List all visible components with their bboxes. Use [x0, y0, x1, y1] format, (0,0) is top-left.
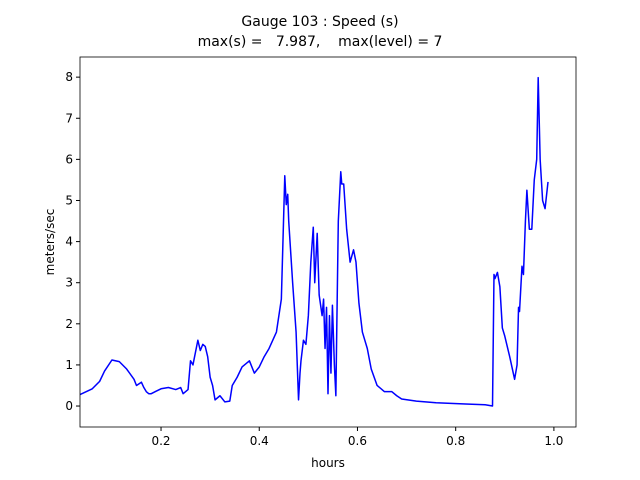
x-axis-label: hours	[311, 456, 345, 470]
x-tick-label: 1.0	[544, 434, 563, 448]
y-tick-label: 7	[65, 111, 73, 125]
x-tick-label: 0.6	[348, 434, 367, 448]
y-tick-label: 4	[65, 235, 73, 249]
y-axis-label: meters/sec	[43, 209, 57, 276]
plot-frame	[79, 56, 577, 428]
chart-title: Gauge 103 : Speed (s)	[241, 14, 398, 30]
y-tick-label: 0	[65, 399, 73, 413]
x-tick-label: 0.2	[151, 434, 170, 448]
x-tick-label: 0.8	[446, 434, 465, 448]
y-tick-label: 5	[65, 193, 73, 207]
chart-subtitle: max(s) = 7.987, max(level) = 7	[198, 34, 443, 50]
y-tick-label: 6	[65, 152, 73, 166]
x-tick-label: 0.4	[250, 434, 269, 448]
data-line	[80, 76, 549, 407]
y-tick-label: 1	[65, 358, 73, 372]
y-tick-label: 2	[65, 317, 73, 331]
y-tick-label: 3	[65, 276, 73, 290]
y-tick-label: 8	[65, 70, 73, 84]
